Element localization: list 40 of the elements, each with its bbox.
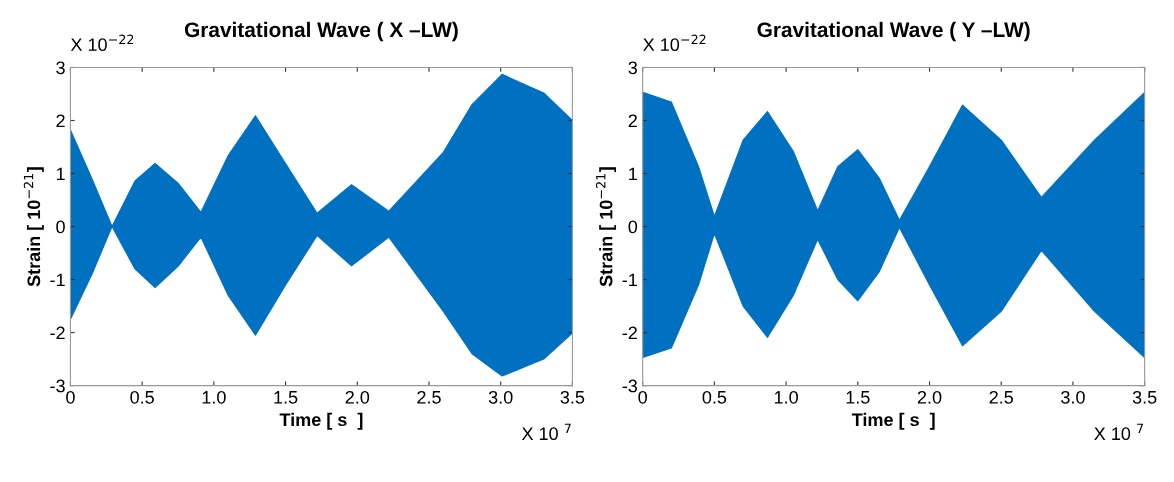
text: X 10$^{−22}$ [70,34,134,52]
y-tick-label: -2 [622,326,637,340]
x-tick-label: 3.5 [560,390,585,404]
y-tick-label: -3 [622,379,638,393]
text: X 10 $^{7}$ [521,423,571,441]
x-axis-title: Time [ s ] [851,412,935,430]
y-tick-label: 3 [56,61,65,75]
y-tick-label: -2 [50,326,65,340]
x-tick-label: 2.5 [417,390,441,404]
y-tick-label: 2 [628,114,637,128]
y-tick-label: 0 [56,220,65,234]
y-tick-label: 1 [629,167,637,181]
chart-title: Gravitational Wave ( X –LW) [184,21,458,42]
x-tick-label: 0.5 [702,390,727,404]
y-tick-label: -3 [50,379,65,393]
x-tick-label: 1.5 [846,391,870,404]
y-tick-label: 1 [56,167,65,181]
y-tick-label: 2 [56,114,65,128]
x-tick-label: 1.5 [274,391,298,404]
y-tick-label: 3 [628,61,638,75]
y-axis-title: Strain [ 10$^{−21}$] [23,167,44,287]
x-tick-label: 0 [638,390,647,404]
y-tick-label: 0 [628,220,638,234]
x-tick-label: 2.5 [989,390,1014,404]
x-axis-title: Time [ s ] [279,412,363,430]
x-tick-label: 1.0 [202,390,226,404]
x-tick-label: 2.0 [917,390,942,404]
x-tick-label: 0 [66,390,75,404]
text: X 10$^{−22}$ [643,34,706,52]
x-tick-label: 3.0 [488,390,513,404]
x-tick-label: 0.5 [130,390,154,404]
y-tick-label: -1 [622,273,637,287]
x-tick-label: 3.5 [1132,390,1157,404]
y-axis-title: Strain [ 10$^{−21}$] [595,167,617,287]
x-tick-label: 2.0 [345,390,370,404]
y-tick-label: -1 [50,273,65,287]
x-tick-label: 1.0 [774,390,798,404]
text: X 10 $^{7}$ [1094,423,1144,441]
x-tick-label: 3.0 [1061,390,1085,404]
chart-title: Gravitational Wave ( Y –LW) [757,21,1030,42]
